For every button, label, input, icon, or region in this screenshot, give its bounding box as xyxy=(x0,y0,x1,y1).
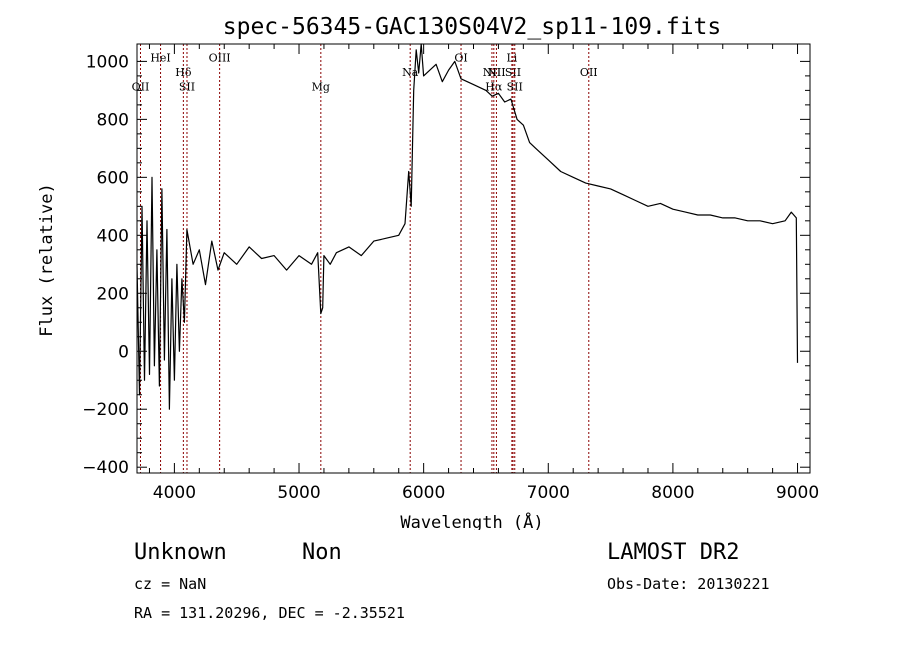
axis-ticks: 4000 5000 6000 7000 8000 9000 −400 −200 0 200 400 6… xyxy=(82,44,819,503)
obs-date-label: Obs-Date: 20130221 xyxy=(607,575,770,593)
classification-label: Unknown xyxy=(134,540,227,565)
spectral-line-label: OIII xyxy=(209,51,231,64)
spectrum-plot: OIIHeIHδSIIOIIIMgNaOINIIHαNIILiSIISIIOII… xyxy=(37,14,819,530)
y-tick-label: 1000 xyxy=(86,52,129,72)
y-tick-label: 0 xyxy=(118,342,129,362)
spectrum-line xyxy=(136,43,799,410)
y-tick-label: 800 xyxy=(97,110,129,130)
y-tick-label: −200 xyxy=(82,400,129,420)
x-tick-label: 6000 xyxy=(402,483,445,503)
spectral-line-label: NII xyxy=(487,66,505,79)
spectral-line-label: SII xyxy=(505,66,521,79)
spectral-line-label: Hα xyxy=(485,80,503,93)
y-tick-label: 400 xyxy=(97,226,129,246)
spectral-line-label: Na xyxy=(402,66,419,79)
survey-label: LAMOST DR2 xyxy=(607,540,740,565)
x-tick-label: 8000 xyxy=(651,483,694,503)
x-tick-label: 5000 xyxy=(277,483,320,503)
spectral-line-label: OII xyxy=(580,66,598,79)
spectral-line-label: SII xyxy=(507,80,523,93)
spectrum-series xyxy=(136,43,799,410)
spectral-line-label: Mg xyxy=(312,80,330,93)
y-tick-label: −400 xyxy=(82,458,129,478)
redshift-label: cz = NaN xyxy=(134,575,207,593)
spectral-line-label: HeI xyxy=(150,51,170,64)
spectral-line-label: SII xyxy=(179,80,195,93)
spectral-line-label: OII xyxy=(132,80,150,93)
x-axis-label: Wavelength (Å) xyxy=(400,511,543,530)
spectral-line-label: OI xyxy=(454,51,467,64)
y-tick-label: 200 xyxy=(97,284,129,304)
x-tick-label: 7000 xyxy=(527,483,570,503)
x-tick-label: 9000 xyxy=(776,483,819,503)
spectral-line-label: Hδ xyxy=(175,66,192,79)
coordinates-label: RA = 131.20296, DEC = -2.35521 xyxy=(134,604,405,622)
chart-title: spec-56345-GAC130S04V2_sp11-109.fits xyxy=(223,14,722,40)
plot-frame xyxy=(136,43,811,474)
x-tick-label: 4000 xyxy=(153,483,196,503)
y-axis-label: Flux (relative) xyxy=(37,183,57,337)
subclass-label: Non xyxy=(302,540,342,565)
spectral-line-label: Li xyxy=(506,51,517,64)
y-tick-label: 600 xyxy=(97,168,129,188)
